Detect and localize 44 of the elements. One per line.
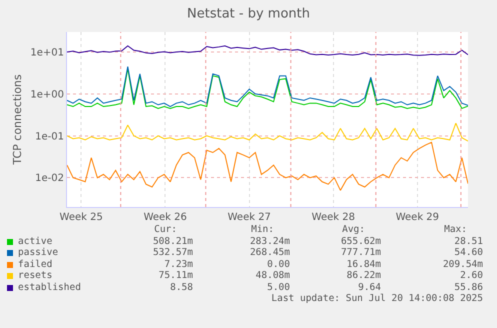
text: 55.86 [454, 282, 483, 292]
text: 209.54m [442, 258, 483, 270]
text: 48.08m [256, 270, 290, 281]
text: 2.60 [460, 270, 483, 281]
text: 508.21m [152, 236, 193, 246]
text: 86.22m [346, 270, 381, 281]
text: 28.51 [454, 236, 483, 246]
text: 532.57m [152, 247, 193, 258]
legend-label: failed [18, 258, 52, 270]
x-tick-label: Week 27 [228, 212, 271, 223]
text: Avg: [342, 224, 365, 235]
x-tick-label: Week 25 [60, 212, 103, 223]
text: 0.00 [267, 258, 290, 270]
text: 655.62m [340, 236, 381, 246]
y-tick-label: 1e+01 [30, 47, 64, 58]
text: 268.45m [250, 247, 290, 258]
text: Cur: [154, 224, 177, 235]
y-tick-label: 1e-02 [35, 173, 64, 184]
legend-label: resets [18, 270, 52, 281]
x-tick-label: Week 29 [396, 212, 440, 223]
legend-label: active [18, 236, 52, 246]
text: 5.00 [267, 282, 290, 292]
x-tick-label: Week 28 [312, 212, 355, 223]
line-series [67, 122, 468, 142]
legend-label: passive [18, 247, 58, 258]
text: 75.11m [158, 270, 193, 281]
x-tick-label: Week 26 [144, 212, 187, 223]
text: 8.58 [170, 282, 193, 292]
text: Min: [251, 224, 274, 235]
text: Max: [444, 224, 467, 235]
y-axis-title: TCP connections [11, 74, 24, 166]
line-series [67, 142, 468, 191]
y-tick-label: 1e-01 [35, 131, 64, 142]
text: Last update: Sun Jul 20 14:00:08 2025 [271, 293, 483, 304]
text: 54.60 [454, 247, 483, 258]
text: 16.84m [346, 258, 381, 270]
y-tick-label: 1e+00 [30, 89, 64, 100]
text: 9.64 [358, 282, 381, 292]
text: 777.71m [340, 247, 381, 258]
line-series [67, 45, 468, 56]
text: 283.24m [250, 236, 290, 246]
text: 7.23m [164, 258, 193, 270]
chart-title: Netstat - by month [187, 6, 310, 22]
legend-label: established [18, 282, 81, 292]
